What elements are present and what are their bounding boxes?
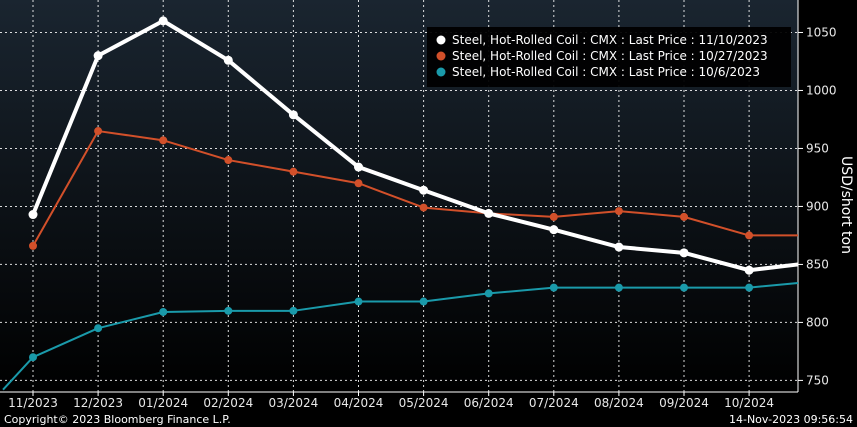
series-1	[28, 16, 799, 275]
y-tick-labels: 750 800 850 900 950 1000 1050	[798, 25, 837, 387]
data-point	[29, 241, 37, 250]
data-point	[224, 156, 233, 165]
x-tick-label: 05/2024	[399, 396, 449, 410]
data-point	[419, 297, 428, 306]
series-2	[29, 127, 798, 250]
x-tick-label: 10/2024	[724, 396, 774, 410]
x-tick-label: 08/2024	[594, 396, 644, 410]
x-tick-label: 12/2023	[73, 396, 123, 410]
copyright-text: Copyright© 2023 Bloomberg Finance L.P.	[4, 413, 231, 426]
y-tick-label: 950	[806, 141, 829, 155]
data-point	[614, 242, 624, 252]
data-point	[744, 265, 754, 275]
data-point	[419, 203, 428, 212]
legend-marker	[436, 35, 446, 45]
data-point	[354, 179, 363, 188]
legend-item: Steel, Hot-Rolled Coil : CMX : Last Pric…	[436, 33, 768, 47]
data-point	[614, 207, 623, 216]
data-point	[289, 167, 298, 176]
data-point	[679, 248, 689, 258]
data-point	[288, 110, 298, 120]
y-tick-label: 750	[806, 373, 829, 387]
data-point	[614, 283, 623, 292]
legend-label: Steel, Hot-Rolled Coil : CMX : Last Pric…	[452, 33, 768, 47]
x-tick-label: 09/2024	[659, 396, 709, 410]
data-point	[549, 283, 558, 292]
data-point	[159, 307, 168, 316]
data-point	[29, 353, 37, 362]
data-point	[28, 210, 38, 220]
legend-item: Steel, Hot-Rolled Coil : CMX : Last Pric…	[436, 65, 760, 79]
data-point	[354, 162, 363, 172]
y-tick-label: 850	[806, 257, 829, 271]
data-point	[94, 324, 103, 333]
legend-box	[427, 27, 791, 87]
legend-marker	[436, 67, 446, 77]
y-tick-label: 900	[806, 199, 829, 213]
x-tick-labels: 11/2023 12/2023 01/2024 02/2024 03/2024 04/20…	[8, 392, 774, 410]
data-point	[158, 16, 168, 26]
y-tick-label: 800	[806, 315, 829, 329]
y-axis-label: USD/short ton	[838, 156, 854, 254]
timestamp-text: 14-Nov-2023 09:56:54	[729, 413, 853, 426]
data-point	[94, 127, 103, 136]
x-tick-label: 03/2024	[268, 396, 318, 410]
legend-label: Steel, Hot-Rolled Coil : CMX : Last Pric…	[452, 49, 768, 63]
series-group	[2, 16, 799, 391]
data-point	[93, 51, 103, 61]
data-point	[549, 225, 559, 235]
data-point	[223, 55, 233, 65]
x-tick-label: 07/2024	[529, 396, 579, 410]
data-point	[289, 306, 298, 315]
data-point	[159, 136, 168, 145]
legend-label: Steel, Hot-Rolled Coil : CMX : Last Pric…	[452, 65, 760, 79]
data-point	[484, 289, 493, 298]
x-tick-label: 06/2024	[464, 396, 514, 410]
data-point	[680, 283, 688, 292]
legend: Steel, Hot-Rolled Coil : CMX : Last Pric…	[427, 27, 791, 87]
legend-item: Steel, Hot-Rolled Coil : CMX : Last Pric…	[436, 49, 768, 63]
series-3	[2, 281, 799, 391]
y-tick-label: 1050	[806, 25, 837, 39]
y-tick-label: 1000	[806, 83, 837, 97]
x-tick-label: 04/2024	[334, 396, 384, 410]
legend-marker	[436, 51, 446, 61]
x-tick-label: 02/2024	[203, 396, 253, 410]
series-line	[2, 281, 799, 391]
data-point	[419, 185, 429, 195]
data-point	[224, 306, 233, 315]
data-point	[745, 231, 754, 240]
x-tick-label: 11/2023	[8, 396, 58, 410]
data-point	[680, 212, 688, 221]
data-point	[354, 297, 363, 306]
data-point	[549, 212, 558, 221]
x-tick-label: 01/2024	[138, 396, 188, 410]
data-point	[745, 283, 754, 292]
data-point	[484, 208, 494, 218]
